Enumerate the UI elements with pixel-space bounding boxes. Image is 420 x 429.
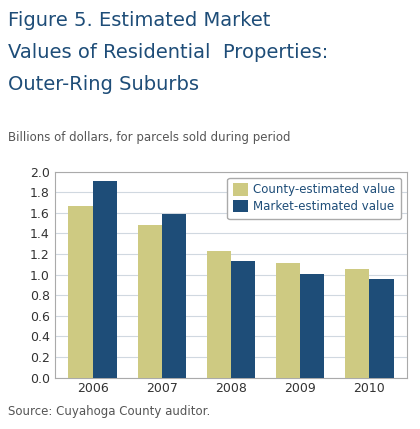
Text: Outer-Ring Suburbs: Outer-Ring Suburbs <box>8 75 200 94</box>
Text: Figure 5. Estimated Market: Figure 5. Estimated Market <box>8 11 271 30</box>
Bar <box>138 225 162 378</box>
Bar <box>207 251 231 378</box>
Bar <box>369 279 394 378</box>
Text: Source: Cuyahoga County auditor.: Source: Cuyahoga County auditor. <box>8 405 211 418</box>
Bar <box>231 261 255 378</box>
Bar <box>93 181 117 378</box>
Bar <box>68 205 93 378</box>
Bar <box>162 214 186 378</box>
Bar <box>276 263 300 378</box>
Bar <box>345 269 369 378</box>
Bar <box>300 274 324 378</box>
Text: Values of Residential  Properties:: Values of Residential Properties: <box>8 43 328 62</box>
Legend: County-estimated value, Market-estimated value: County-estimated value, Market-estimated… <box>228 178 402 219</box>
Text: Billions of dollars, for parcels sold during period: Billions of dollars, for parcels sold du… <box>8 131 291 144</box>
